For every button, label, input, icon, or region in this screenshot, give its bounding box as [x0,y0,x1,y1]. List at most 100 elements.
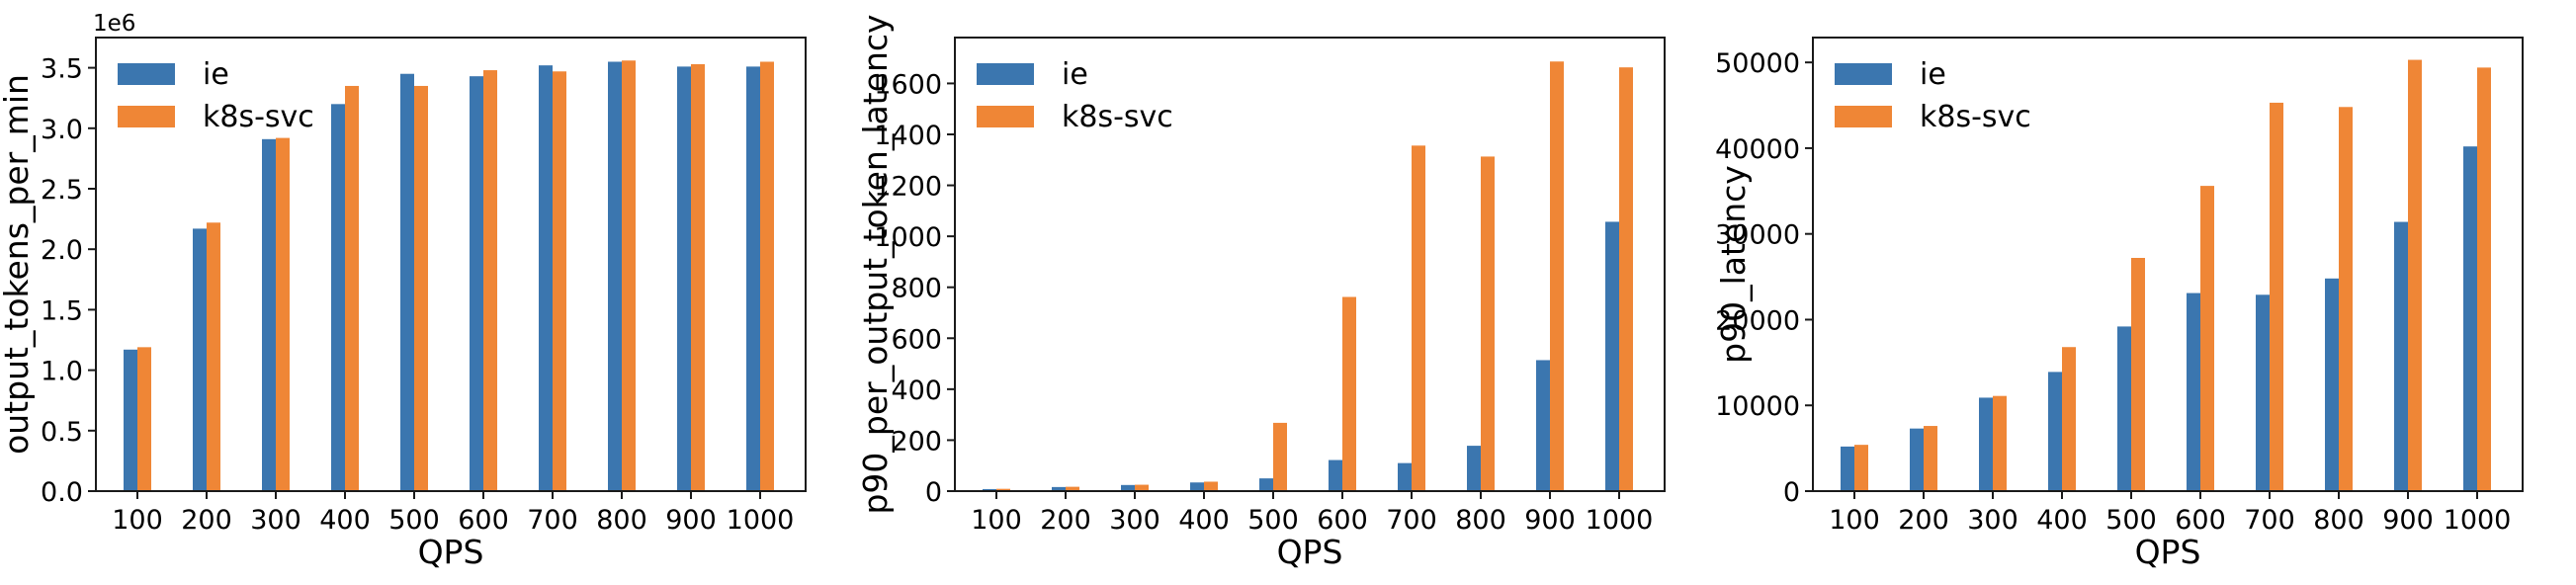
bar-k8s-svc-1000 [2477,67,2492,491]
y-axis-label: output_tokens_per_min [0,74,36,455]
y-tick-label: 800 [891,274,942,304]
bar-ie-300 [1120,484,1135,491]
plot-border [95,37,808,492]
y-tick-label: 1.0 [41,357,83,387]
y-tick-label: 2.5 [41,175,83,206]
bar-k8s-svc-1000 [760,61,775,491]
y-tick-label: 50000 [1715,48,1800,79]
legend-label-ie: ie [1062,57,1088,92]
bar-ie-100 [982,488,996,491]
bar-k8s-svc-100 [1854,445,1869,491]
bar-k8s-svc-600 [483,70,498,491]
plot-border [953,37,1666,492]
bar-ie-100 [1841,446,1855,491]
x-tick-label: 100 [971,505,1022,536]
bar-ie-1000 [2463,146,2478,491]
x-tick-label: 700 [1386,505,1437,536]
chart-svg-p90-per-output-token-latency: 0 200 400 600 800 1000 1200 1400 1600 100 200 300 40… [856,14,1666,571]
bar-ie-700 [1397,462,1412,491]
bar-k8s-svc-500 [1272,422,1287,491]
bar-k8s-svc-500 [414,85,429,492]
x-tick-label: 500 [2106,505,2158,536]
bar-k8s-svc-200 [1065,486,1079,491]
bar-ie-500 [1258,478,1273,491]
bar-ie-600 [1328,460,1342,491]
x-tick-label: 200 [181,505,232,536]
legend-label-k8s-svc: k8s-svc [1062,100,1173,134]
x-tick-label: 1000 [727,505,795,536]
x-tick-label: 400 [319,505,371,536]
bar-k8s-svc-900 [691,63,706,491]
x-tick-label: 800 [1455,505,1506,536]
y-tick-label: 0 [1783,477,1800,508]
x-tick-label: 200 [1899,505,1950,536]
x-tick-label: 300 [1109,505,1160,536]
bar-ie-100 [124,349,138,491]
x-tick-label: 600 [2176,505,2227,536]
x-axis-label: QPS [418,533,484,571]
x-tick-label: 700 [527,505,578,536]
bar-ie-900 [1535,360,1550,491]
bar-k8s-svc-800 [1480,156,1495,491]
bar-k8s-svc-300 [276,137,291,492]
bar-ie-500 [400,73,415,491]
bar-k8s-svc-600 [2200,186,2215,491]
bar-ie-400 [331,104,346,491]
x-tick-label: 900 [2383,505,2435,536]
x-tick-label: 700 [2245,505,2296,536]
y-tick-label: 600 [891,324,942,355]
bar-k8s-svc-200 [207,222,221,491]
x-tick-label: 400 [2037,505,2089,536]
y-tick-label: 0 [924,477,941,508]
chart-panel-p90-latency: 0 10000 20000 30000 40000 50000 100 200 300 400 50… [1714,0,2576,585]
x-tick-label: 100 [112,505,163,536]
x-tick-label: 100 [1830,505,1881,536]
legend-label-k8s-svc: k8s-svc [1920,100,2031,134]
y-tick-label: 30000 [1715,220,1800,251]
legend-label-ie: ie [203,57,229,92]
bar-ie-800 [1466,446,1481,491]
x-tick-label: 400 [1178,505,1230,536]
bar-k8s-svc-800 [2339,107,2354,491]
x-tick-label: 300 [250,505,301,536]
bar-k8s-svc-700 [2270,102,2284,491]
bar-k8s-svc-800 [622,60,637,491]
x-tick-label: 200 [1040,505,1091,536]
x-tick-label: 1000 [2444,505,2512,536]
bar-k8s-svc-100 [995,488,1010,491]
bar-k8s-svc-400 [345,85,360,492]
x-tick-label: 900 [665,505,717,536]
legend-swatch-ie [118,63,176,85]
chart-panel-output-tokens-per-min: 0.0 0.5 1.0 1.5 2.0 2.5 3.0 3.5 100 200 300 400 500 6… [0,0,859,585]
y-axis-label: p90_per_output_token_latency [856,14,895,514]
bar-ie-700 [539,65,554,491]
y-tick-label: 400 [891,376,942,406]
y-tick-label: 40000 [1715,134,1800,165]
y-tick-label: 3.0 [41,115,83,145]
bar-ie-200 [1910,428,1925,491]
y-tick-label: 1200 [874,172,942,203]
bar-k8s-svc-500 [2131,257,2146,491]
bar-k8s-svc-700 [553,71,567,491]
y-tick-label: 0.0 [41,477,83,508]
y-tick-label: 1.5 [41,295,83,326]
y-tick-label: 1400 [874,121,942,151]
legend-swatch-k8s-svc [976,106,1034,127]
bar-ie-1000 [1604,221,1619,491]
x-tick-label: 500 [388,505,440,536]
y-tick-label: 3.5 [41,54,83,85]
y-tick-label: 20000 [1715,305,1800,336]
bar-k8s-svc-300 [1993,395,2008,491]
legend-swatch-ie [976,63,1034,85]
x-tick-label: 500 [1247,505,1299,536]
bar-ie-700 [2256,294,2271,491]
bar-ie-400 [2048,372,2063,491]
bar-ie-300 [1979,397,1994,491]
bar-k8s-svc-200 [1924,426,1938,491]
x-axis-label: QPS [2135,533,2201,571]
bar-ie-300 [262,138,277,492]
y-axis-label: p90_latency [1714,165,1753,364]
bar-ie-200 [1051,486,1066,491]
chart-svg-p90-latency: 0 10000 20000 30000 40000 50000 100 200 300 400 50… [1714,37,2525,571]
x-tick-label: 600 [458,505,509,536]
